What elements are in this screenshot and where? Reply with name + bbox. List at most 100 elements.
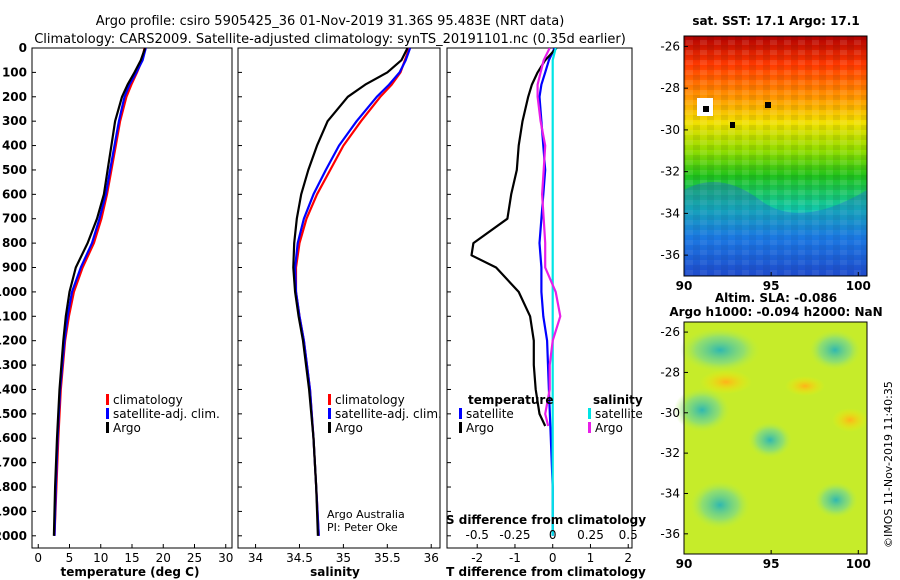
legend-label: climatology	[113, 393, 183, 407]
sla-high-anomaly	[785, 376, 825, 396]
map-x-tick-label: 100	[846, 279, 871, 293]
x-tick-label: 1	[587, 551, 595, 565]
legend-label: climatology	[335, 393, 405, 407]
map-x-tick-label: 95	[763, 279, 780, 293]
sla-low-anomaly	[748, 422, 792, 458]
sla-map-frame	[683, 321, 868, 555]
depth-tick-label: 1100	[0, 309, 27, 323]
legend-title: salinity	[593, 393, 643, 407]
x-tick-label: 25	[187, 551, 202, 565]
depth-tick-label: 1000	[0, 285, 27, 299]
sla-high-anomaly	[832, 408, 868, 432]
header-line-2: Climatology: CARS2009. Satellite-adjuste…	[34, 32, 626, 47]
depth-tick-label: 300	[2, 114, 27, 128]
credit-argo-australia: Argo Australia	[327, 508, 405, 521]
series-line-argo	[52, 48, 147, 536]
temperature-xlabel: temperature (deg C)	[61, 565, 200, 579]
legend-swatch-argo	[328, 422, 331, 433]
depth-tick-label: 1500	[0, 407, 27, 421]
series-line-satellite-adj-clim-	[53, 48, 147, 536]
sst-land-mask	[765, 102, 771, 108]
map-x-tick-label: 95	[763, 557, 780, 571]
legend-swatch-s-satellite	[588, 408, 591, 419]
salinity-panel-frame	[237, 47, 441, 549]
s-tick-label: -0.25	[499, 528, 530, 542]
x-tick-label: 0	[549, 551, 557, 565]
series-line-s-argo	[536, 48, 562, 427]
x-tick-label: 10	[93, 551, 108, 565]
sst-texture	[684, 36, 867, 276]
x-tick-label: 36	[424, 551, 439, 565]
x-tick-label: 34.5	[286, 551, 313, 565]
sst-map-frame	[683, 35, 868, 277]
imos-stamp: ©IMOS 11-Nov-2019 11:40:35	[882, 381, 895, 548]
header-line-1: Argo profile: csiro 5905425_36 01-Nov-20…	[96, 14, 565, 29]
sla-map	[674, 321, 868, 555]
sla-map-axes: 90 95 100 -26 -28 -30 -32 -34 -36	[660, 325, 870, 571]
depth-tick-label: 1700	[0, 456, 27, 470]
sla-high-anomaly	[700, 370, 752, 394]
series-line-climatology	[53, 48, 146, 536]
sla-low-anomaly	[680, 328, 760, 372]
temperature-panel-frame	[31, 47, 233, 549]
legend-swatch-climatology	[106, 394, 109, 405]
sst-map-title: sat. SST: 17.1 Argo: 17.1	[692, 14, 859, 28]
series-line-t-argo	[470, 48, 558, 427]
legend-label: satellite	[595, 407, 643, 421]
legend-swatch-t-satellite	[459, 408, 462, 419]
depth-tick-label: 100	[2, 65, 27, 79]
x-tick-label: 2	[624, 551, 632, 565]
salinity-series	[292, 48, 412, 536]
x-tick-label: 30	[218, 551, 233, 565]
depth-tick-label: 1300	[0, 358, 27, 372]
legend-swatch-satellite	[328, 408, 331, 419]
x-tick-label: 20	[156, 551, 171, 565]
series-line-s-satellite	[551, 48, 557, 536]
temperature-series	[52, 48, 147, 536]
sla-low-anomaly	[814, 482, 858, 518]
depth-tick-label: 1900	[0, 504, 27, 518]
legend-label: Argo	[466, 421, 494, 435]
map-y-tick-label: -28	[660, 365, 680, 379]
depth-tick-label: 0	[19, 41, 27, 55]
sst-land-mask	[703, 106, 709, 112]
x-tick-label: -2	[471, 551, 483, 565]
depth-axis: 0 100 200 300 400 500 600 700 800 900 1000 1100 1200…	[0, 41, 451, 543]
sst-cold-patch	[684, 182, 867, 276]
map-y-tick-label: -32	[660, 446, 680, 460]
map-y-tick-label: -36	[660, 248, 680, 262]
difference-legend-salinity: salinity satellite Argo	[588, 393, 643, 435]
sst-map	[683, 35, 868, 277]
map-x-tick-label: 90	[676, 557, 693, 571]
s-difference-ticks: -0.5 -0.25 0 0.25 0.5	[465, 528, 637, 542]
series-line-argo	[292, 48, 409, 536]
s-tick-label: 0.5	[619, 528, 638, 542]
t-difference-xlabel: T difference from climatology	[446, 565, 646, 579]
x-tick-label: 35	[336, 551, 351, 565]
legend-title: temperature	[468, 393, 553, 407]
s-tick-label: 0	[549, 528, 557, 542]
map-y-tick-label: -28	[660, 81, 680, 95]
legend-label: Argo	[335, 421, 363, 435]
sla-low-anomaly	[809, 330, 861, 370]
sla-map-subtitle: Argo h1000: -0.094 h2000: NaN	[669, 305, 882, 319]
x-tick-label: -1	[509, 551, 521, 565]
map-y-tick-label: -34	[660, 206, 680, 220]
depth-tick-label: 800	[2, 236, 27, 250]
legend-swatch-satellite	[106, 408, 109, 419]
legend-label: satellite	[466, 407, 514, 421]
map-y-tick-label: -32	[660, 165, 680, 179]
series-line-climatology	[294, 48, 411, 536]
legend-swatch-t-argo	[459, 422, 462, 433]
temperature-legend: climatology satellite-adj. clim. Argo	[106, 393, 220, 435]
series-line-satellite-adj-clim-	[294, 48, 412, 536]
depth-tick-label: 400	[2, 139, 27, 153]
s-difference-label: S difference from climatology	[446, 513, 646, 527]
x-tick-label: 34	[248, 551, 263, 565]
sla-map-title: Altim. SLA: -0.086	[715, 291, 837, 305]
depth-tick-label: 1400	[0, 382, 27, 396]
difference-panel-frame	[446, 47, 633, 549]
depth-tick-label: 200	[2, 90, 27, 104]
map-y-tick-label: -36	[660, 527, 680, 541]
